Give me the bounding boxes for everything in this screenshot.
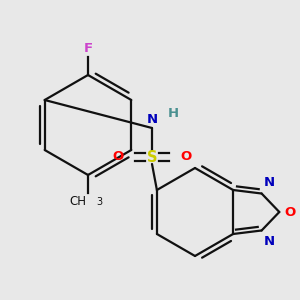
Text: F: F xyxy=(83,42,93,55)
Text: CH: CH xyxy=(69,195,86,208)
Text: O: O xyxy=(284,206,296,218)
Text: N: N xyxy=(264,236,275,248)
Text: N: N xyxy=(264,176,275,188)
Text: O: O xyxy=(180,151,191,164)
Text: S: S xyxy=(147,149,157,164)
Text: N: N xyxy=(146,113,158,126)
Text: H: H xyxy=(168,107,179,120)
Text: 3: 3 xyxy=(96,197,102,207)
Text: O: O xyxy=(113,151,124,164)
